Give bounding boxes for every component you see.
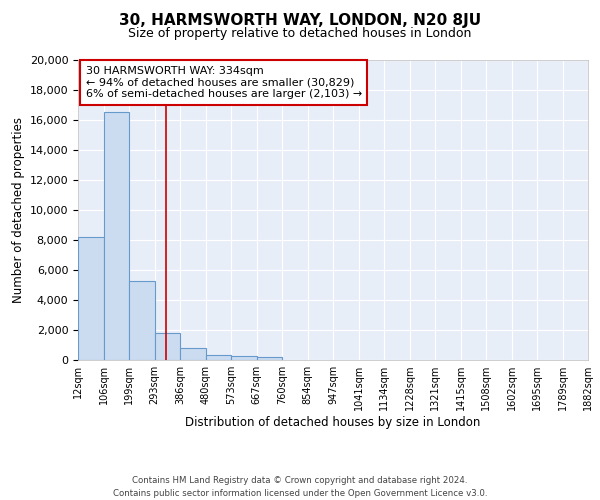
Text: Contains HM Land Registry data © Crown copyright and database right 2024.
Contai: Contains HM Land Registry data © Crown c… xyxy=(113,476,487,498)
Bar xyxy=(180,348,206,360)
Bar xyxy=(257,357,282,360)
Bar xyxy=(206,355,231,360)
Y-axis label: Number of detached properties: Number of detached properties xyxy=(13,117,25,303)
Text: 30 HARMSWORTH WAY: 334sqm
← 94% of detached houses are smaller (30,829)
6% of se: 30 HARMSWORTH WAY: 334sqm ← 94% of detac… xyxy=(86,66,362,99)
Bar xyxy=(78,237,104,360)
Bar xyxy=(231,356,257,360)
Bar xyxy=(104,112,129,360)
Text: Size of property relative to detached houses in London: Size of property relative to detached ho… xyxy=(128,28,472,40)
Text: 30, HARMSWORTH WAY, LONDON, N20 8JU: 30, HARMSWORTH WAY, LONDON, N20 8JU xyxy=(119,12,481,28)
Bar xyxy=(129,280,155,360)
X-axis label: Distribution of detached houses by size in London: Distribution of detached houses by size … xyxy=(185,416,481,429)
Bar xyxy=(155,333,180,360)
